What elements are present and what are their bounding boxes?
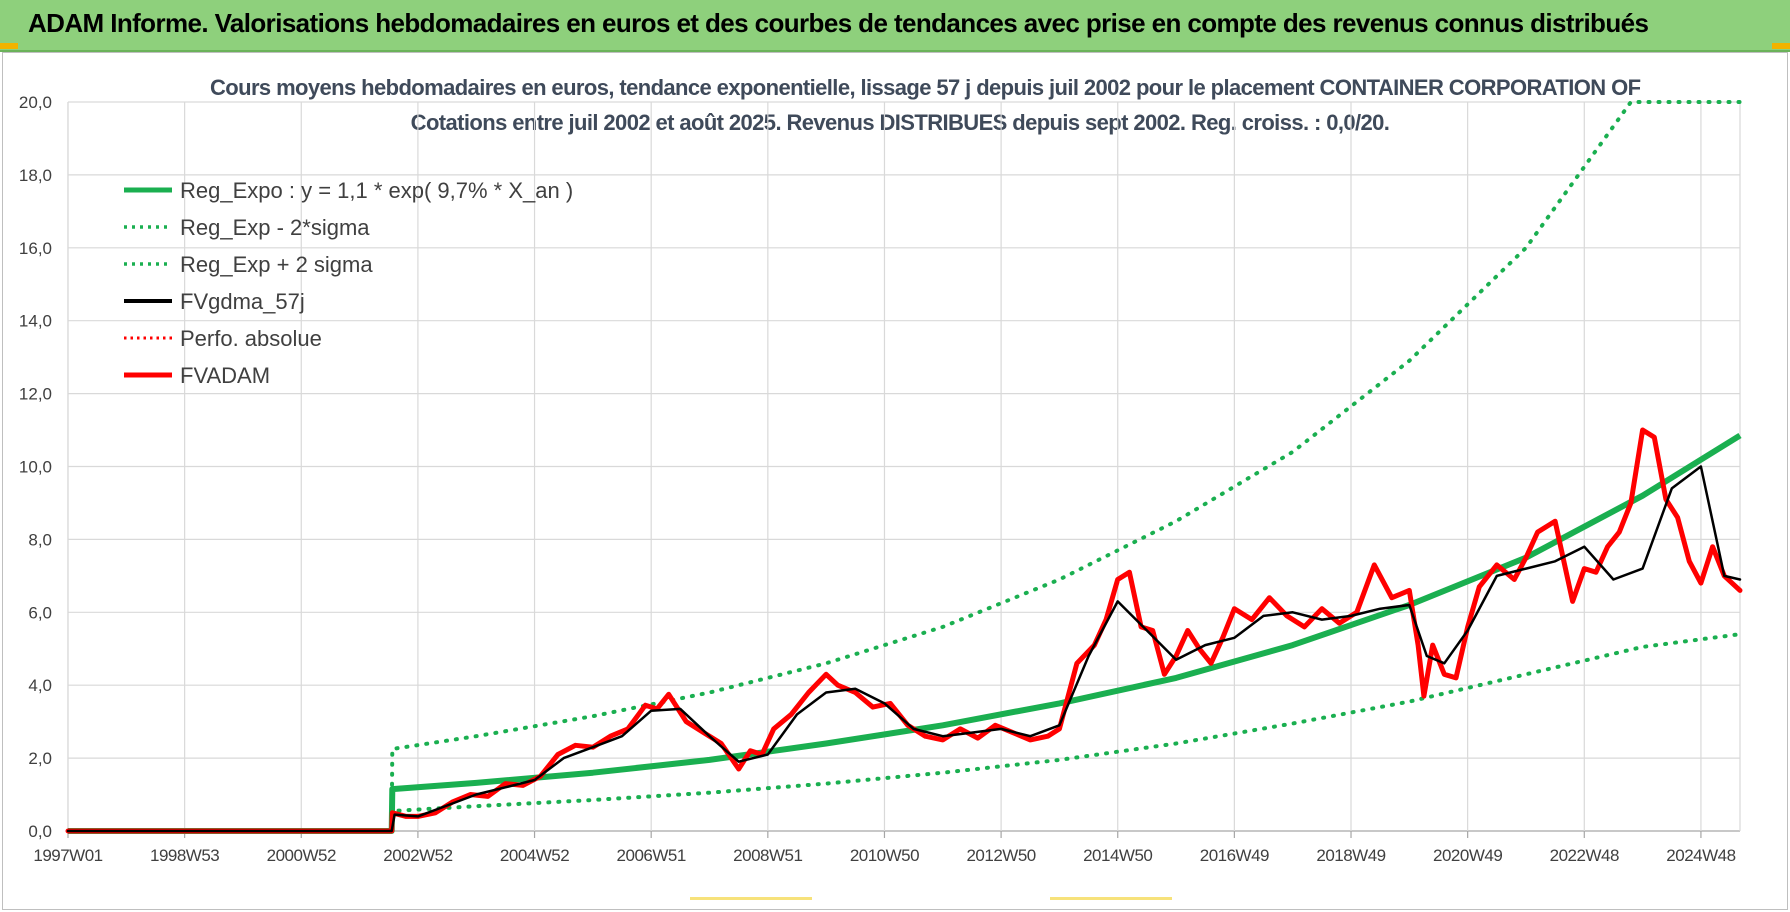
x-axis-ticks: 1997W01 1998W53 2000W52 2002W52 2004W52 2006W… (33, 846, 1736, 865)
y-tick-label: 18,0 (19, 166, 52, 185)
chart-grid (67, 101, 1741, 838)
legend-label: Reg_Exp + 2 sigma (180, 252, 373, 277)
y-tick-label: 4,0 (28, 676, 52, 695)
y-tick-label: 14,0 (19, 312, 52, 331)
series-line-fvadam (65, 427, 1743, 834)
x-tick-label: 2024W48 (1666, 846, 1735, 865)
x-tick-label: 2014W50 (1083, 846, 1152, 865)
legend-swatch-dotted-green (124, 225, 172, 229)
report-banner: ADAM Informe. Valorisations hebdomadaire… (0, 0, 1790, 52)
legend-label: Reg_Exp - 2*sigma (180, 215, 370, 240)
chart-subtitle: Cotations entre juil 2002 et août 2025. … (410, 110, 1390, 135)
y-tick-label: 6,0 (28, 603, 52, 622)
x-tick-label: 2012W50 (966, 846, 1035, 865)
x-tick-label: 2004W52 (500, 846, 569, 865)
x-tick-label: 2018W49 (1316, 846, 1385, 865)
legend-swatch-dotted-red (124, 336, 172, 340)
x-tick-label: 2008W51 (733, 846, 802, 865)
y-tick-label: 20,0 (19, 93, 52, 112)
series-line-reg-exp-plus-2sigma (66, 100, 1742, 833)
y-tick-label: 2,0 (28, 749, 52, 768)
x-tick-label: 1997W01 (33, 846, 102, 865)
x-tick-label: 2022W48 (1550, 846, 1619, 865)
legend-swatch-solid-green (124, 187, 172, 193)
x-tick-label: 2016W49 (1200, 846, 1269, 865)
legend-swatch-solid-red (124, 372, 172, 378)
corner-mark (1772, 43, 1790, 49)
x-tick-label: 2002W52 (383, 846, 452, 865)
corner-mark (0, 43, 18, 49)
x-tick-label: 1998W53 (150, 846, 219, 865)
series-line-reg-exp-minus-2sigma (66, 632, 1742, 833)
series-line-fvgdma-57j (66, 465, 1742, 833)
y-tick-label: 16,0 (19, 239, 52, 258)
x-tick-label: 2010W50 (850, 846, 919, 865)
chart-series (65, 100, 1743, 834)
bottom-mark (690, 897, 812, 900)
y-tick-label: 10,0 (19, 458, 52, 477)
legend-label: FVADAM (180, 363, 271, 388)
bottom-mark (1050, 897, 1172, 900)
chart-title: Cours moyens hebdomadaires en euros, ten… (210, 75, 1641, 100)
legend-label: Reg_Expo : y = 1,1 * exp( 9,7% * X_an ) (180, 178, 574, 203)
y-tick-label: 0,0 (28, 822, 52, 841)
series-line-reg-expo (68, 432, 1742, 834)
x-tick-label: 2020W49 (1433, 846, 1502, 865)
legend-swatch-dotted-green (124, 262, 172, 266)
report-title: ADAM Informe. Valorisations hebdomadaire… (28, 8, 1649, 38)
legend-swatch-solid-black (124, 299, 172, 303)
y-tick-label: 8,0 (28, 530, 52, 549)
legend-label: FVgdma_57j (180, 289, 305, 314)
x-tick-label: 2006W51 (617, 846, 686, 865)
y-tick-label: 12,0 (19, 385, 52, 404)
x-tick-label: 2000W52 (267, 846, 336, 865)
y-axis-ticks: 0,0 2,0 4,0 6,0 8,0 10,0 12,0 14,0 16,0 18,0 20,0 (19, 93, 52, 841)
legend-label: Perfo. absolue (180, 326, 322, 351)
